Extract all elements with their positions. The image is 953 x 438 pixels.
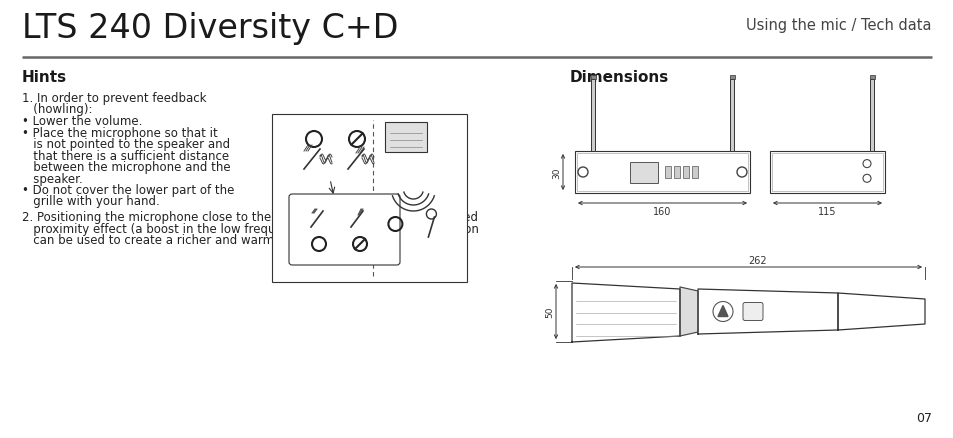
Text: proximity effect (a boost in the low frequency response). This phenomenon: proximity effect (a boost in the low fre… (22, 222, 478, 235)
Bar (629, 162, 658, 183)
Text: is not pointed to the speaker and: is not pointed to the speaker and (22, 138, 230, 151)
Polygon shape (718, 306, 727, 317)
Text: that there is a sufficient distance: that there is a sufficient distance (22, 149, 229, 162)
Text: Hints: Hints (22, 70, 67, 85)
Bar (272, 115, 467, 283)
Bar (729, 76, 734, 80)
Bar (729, 80, 733, 152)
Bar (590, 80, 595, 152)
Text: 2. Positioning the microphone close to the sound source causes the so-called: 2. Positioning the microphone close to t… (22, 211, 477, 223)
Text: 07: 07 (915, 411, 931, 424)
Bar (664, 166, 670, 179)
Bar (385, 123, 427, 153)
Text: Using the mic / Tech data: Using the mic / Tech data (745, 18, 931, 33)
Text: 262: 262 (747, 255, 766, 265)
Text: LTS 240 Diversity C+D: LTS 240 Diversity C+D (22, 12, 398, 45)
Text: • Do not cover the lower part of the: • Do not cover the lower part of the (22, 184, 234, 197)
Text: • Place the microphone so that it: • Place the microphone so that it (22, 126, 217, 139)
Bar (590, 76, 596, 80)
FancyBboxPatch shape (742, 303, 762, 321)
Polygon shape (679, 287, 698, 336)
Text: 1. In order to prevent feedback: 1. In order to prevent feedback (22, 92, 206, 105)
Text: • Lower the volume.: • Lower the volume. (22, 115, 142, 128)
Polygon shape (572, 283, 679, 342)
Bar (769, 152, 884, 194)
Bar (682, 166, 688, 179)
Bar (691, 166, 698, 179)
Text: 30: 30 (552, 167, 560, 178)
Text: between the microphone and the: between the microphone and the (22, 161, 231, 173)
Bar (575, 152, 749, 194)
Polygon shape (837, 293, 924, 330)
Text: can be used to create a richer and warmer bass sound.: can be used to create a richer and warme… (22, 233, 360, 247)
Text: 160: 160 (653, 207, 671, 216)
Bar (771, 154, 882, 191)
Bar (577, 154, 747, 191)
Text: grille with your hand.: grille with your hand. (22, 195, 159, 208)
Text: speaker.: speaker. (22, 172, 83, 185)
Bar (869, 80, 873, 152)
Text: 50: 50 (544, 306, 554, 318)
Text: Dimensions: Dimensions (569, 70, 669, 85)
Text: 115: 115 (818, 207, 836, 216)
FancyBboxPatch shape (289, 194, 399, 265)
Bar (869, 76, 874, 80)
Polygon shape (698, 290, 837, 334)
Text: (howling):: (howling): (22, 103, 92, 116)
Bar (673, 166, 679, 179)
